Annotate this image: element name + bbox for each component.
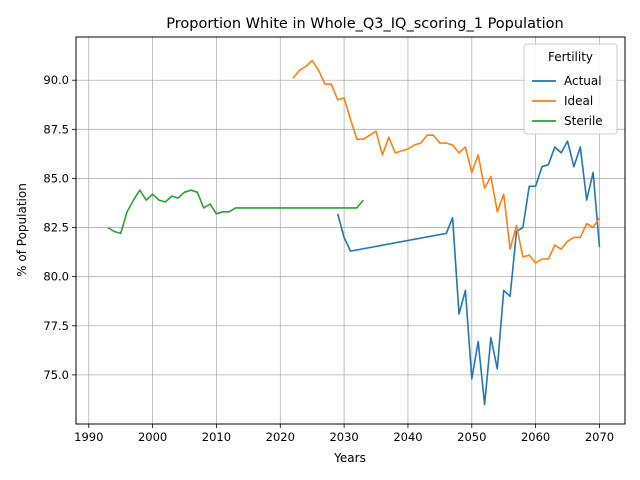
legend-label-ideal: Ideal xyxy=(564,94,593,108)
plot-frame xyxy=(75,36,626,425)
y-axis-label: % of Population xyxy=(15,183,29,277)
y-tick-label: 80.0 xyxy=(43,270,69,284)
x-tick-label: 1990 xyxy=(74,430,103,444)
x-tick-label: 2030 xyxy=(329,430,358,444)
y-tick-label: 75.0 xyxy=(43,368,69,382)
series-line-ideal xyxy=(292,59,601,264)
legend-label-sterile: Sterile xyxy=(564,114,603,128)
x-tick-label: 2000 xyxy=(138,430,167,444)
y-tick-label: 82.5 xyxy=(43,221,69,235)
series-line-sterile xyxy=(107,189,364,235)
x-axis: 1990 2000 2010 2020 2030 2040 2050 2060 2070 xyxy=(74,424,614,444)
legend: Fertility Actual Ideal Sterile xyxy=(523,43,618,135)
x-tick-label: 2070 xyxy=(585,430,614,444)
series-line-actual xyxy=(336,140,601,406)
x-tick-label: 2010 xyxy=(202,430,231,444)
x-axis-label: Years xyxy=(333,451,366,465)
y-tick-label: 77.5 xyxy=(43,319,69,333)
legend-box xyxy=(523,43,618,135)
y-tick-label: 90.0 xyxy=(43,73,69,87)
y-tick-label: 85.0 xyxy=(43,171,69,185)
x-tick-label: 2050 xyxy=(457,430,486,444)
x-tick-label: 2020 xyxy=(266,430,295,444)
chart-title: Proportion White in Whole_Q3_IQ_scoring_… xyxy=(166,16,564,32)
x-tick-label: 2060 xyxy=(521,430,550,444)
series-group xyxy=(107,59,601,406)
y-tick-label: 87.5 xyxy=(43,122,69,136)
legend-label-actual: Actual xyxy=(564,74,602,88)
y-axis: 75.0 77.5 80.0 82.5 85.0 87.5 90.0 xyxy=(43,73,76,382)
x-tick-label: 2040 xyxy=(393,430,422,444)
legend-title: Fertility xyxy=(548,50,593,64)
